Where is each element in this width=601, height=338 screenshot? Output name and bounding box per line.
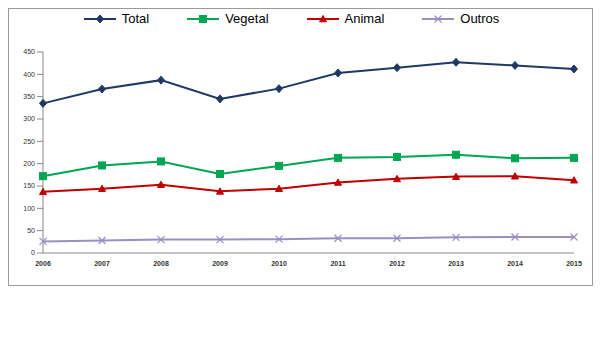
svg-text:250: 250 [23,138,35,145]
html-text:Outros: Outros [460,11,500,26]
svg-text:2011: 2011 [330,260,345,267]
html-text:Total: Total [121,11,150,26]
svg-text:0: 0 [31,249,35,256]
svg-text:2015: 2015 [566,260,582,267]
svg-text:50: 50 [27,227,35,234]
svg-text:100: 100 [23,205,35,212]
svg-text:2014: 2014 [507,260,523,267]
svg-text:350: 350 [23,93,35,100]
svg-text:2007: 2007 [94,260,110,267]
html-text:Animal: Animal [344,11,385,26]
svg-text:2010: 2010 [271,260,287,267]
svg-text:300: 300 [23,115,35,122]
svg-text:150: 150 [23,182,35,189]
svg-text:2006: 2006 [35,260,51,267]
svg-text:200: 200 [23,160,35,167]
svg-text:2008: 2008 [153,260,169,267]
svg-text:2013: 2013 [448,260,464,267]
svg-text:450: 450 [23,48,35,55]
svg-text:400: 400 [23,71,35,78]
svg-text:2009: 2009 [212,260,228,267]
html-text:Vegetal: Vegetal [225,11,269,26]
svg-text:2012: 2012 [389,260,405,267]
